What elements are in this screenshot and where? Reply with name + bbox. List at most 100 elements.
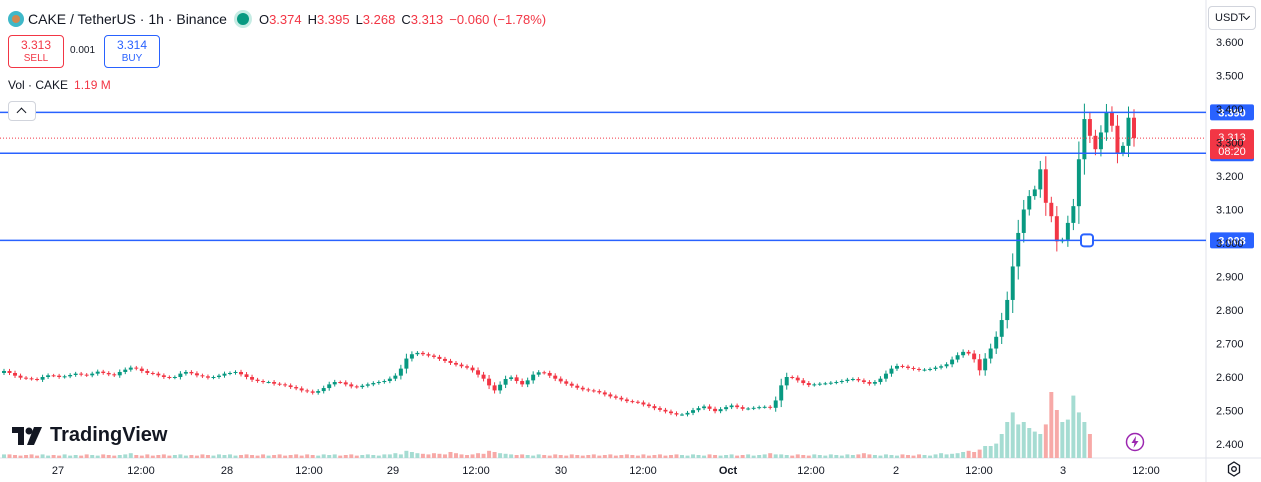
candle-body <box>850 379 855 381</box>
candle-body <box>382 381 387 383</box>
volume-bar <box>922 455 927 458</box>
sell-button[interactable]: 3.313 SELL <box>8 35 64 68</box>
candle-body <box>900 365 905 367</box>
volume-bar <box>222 455 227 458</box>
volume-bar <box>613 455 618 458</box>
volume-bar <box>1054 410 1059 458</box>
candle-body <box>470 367 475 371</box>
candle-body <box>906 366 910 368</box>
candle-body <box>415 352 420 355</box>
candle-body <box>657 408 662 410</box>
candle-body <box>459 364 464 367</box>
volume-legend: Vol · CAKE 1.19 M <box>8 78 111 92</box>
volume-bar <box>24 455 29 458</box>
candle-body <box>167 377 172 378</box>
candle-body <box>476 370 481 375</box>
volume-bar <box>454 453 458 458</box>
candle-body <box>29 378 34 380</box>
x-tick-label: 12:00 <box>797 465 825 477</box>
volume-bar <box>509 454 514 458</box>
candle-body <box>128 367 133 370</box>
candle-body <box>553 375 558 379</box>
volume-bar <box>343 455 348 458</box>
volume-bar <box>382 454 387 458</box>
candle-body <box>834 382 839 384</box>
volume-bar <box>779 454 784 458</box>
currency-select[interactable]: USDT <box>1208 6 1256 30</box>
ohlc-close: C3.313 <box>401 11 444 27</box>
symbol-title[interactable]: CAKE / TetherUS · 1h · Binance <box>28 11 227 27</box>
candle-body <box>878 378 883 383</box>
y-tick-label: 3.200 <box>1216 171 1244 183</box>
candle-body <box>255 379 260 382</box>
x-tick-label: 29 <box>387 465 399 477</box>
price-axis: 3.600 3.500 3.400 3.300 3.200 3.100 3.000 2.900… <box>1216 37 1244 451</box>
candle-body <box>24 377 29 379</box>
volume-bar <box>376 455 381 458</box>
volume-bar <box>156 455 161 458</box>
volume-bar <box>999 434 1004 458</box>
volume-bar <box>476 453 481 458</box>
candle-body <box>288 385 293 388</box>
volume-bar <box>668 455 673 458</box>
candle-body <box>35 379 40 381</box>
volume-bar <box>294 454 299 458</box>
volume-bar <box>189 455 194 458</box>
candle-body <box>112 374 117 376</box>
volume-bar <box>481 453 486 458</box>
y-tick-label: 2.800 <box>1216 305 1244 317</box>
candle-body <box>316 391 321 393</box>
candle-body <box>817 383 822 385</box>
volume-bar <box>872 455 877 458</box>
candle-body <box>1021 209 1026 233</box>
y-tick-label: 2.500 <box>1216 406 1244 418</box>
volume-bar <box>839 455 844 458</box>
candle-body <box>216 375 221 377</box>
volume-bar <box>272 455 277 458</box>
lightning-icon[interactable] <box>1125 432 1145 452</box>
volume-bar <box>702 455 707 458</box>
volume-bar <box>1049 392 1054 458</box>
volume-bar <box>834 455 839 458</box>
last-price-label: 3.313 <box>1218 132 1246 144</box>
volume-bar <box>393 453 398 458</box>
candle-body <box>1065 222 1070 240</box>
y-tick-label: 3.300 <box>1216 138 1244 150</box>
volume-bar <box>878 455 883 458</box>
volume-bars <box>2 392 1092 458</box>
volume-bar <box>657 454 662 458</box>
collapse-legend-button[interactable] <box>8 101 36 121</box>
buy-button[interactable]: 3.314 BUY <box>104 35 160 68</box>
candle-body <box>685 412 690 415</box>
candle-body <box>321 388 326 392</box>
volume-bar <box>360 455 365 458</box>
volume-bar <box>216 454 221 458</box>
x-tick-label: 30 <box>555 465 567 477</box>
volume-bar <box>889 455 894 458</box>
y-tick-label: 3.400 <box>1216 104 1244 116</box>
gear-icon[interactable] <box>1226 461 1242 477</box>
candle-body <box>283 384 288 386</box>
volume-bar <box>817 455 822 458</box>
candle-body <box>828 382 833 384</box>
volume-bar <box>106 455 111 458</box>
volume-bar <box>283 455 288 458</box>
candle-body <box>250 377 255 380</box>
candle-body <box>983 358 988 371</box>
volume-bar <box>928 455 933 458</box>
volume-bar <box>972 452 977 458</box>
volume-bar <box>812 454 817 458</box>
volume-bar <box>784 455 789 458</box>
y-tick-label: 2.600 <box>1216 372 1244 384</box>
candle-body <box>1027 196 1032 210</box>
candle-body <box>1049 202 1054 217</box>
candle-body <box>635 401 640 403</box>
candle-body <box>123 369 128 372</box>
volume-bar <box>250 455 255 458</box>
last-price-countdown: 08:20 <box>1218 146 1246 158</box>
horizontal-line-label-bg <box>1210 104 1254 121</box>
volume-bar <box>145 454 150 458</box>
volume-bar <box>553 454 558 458</box>
candle-body <box>646 404 651 407</box>
